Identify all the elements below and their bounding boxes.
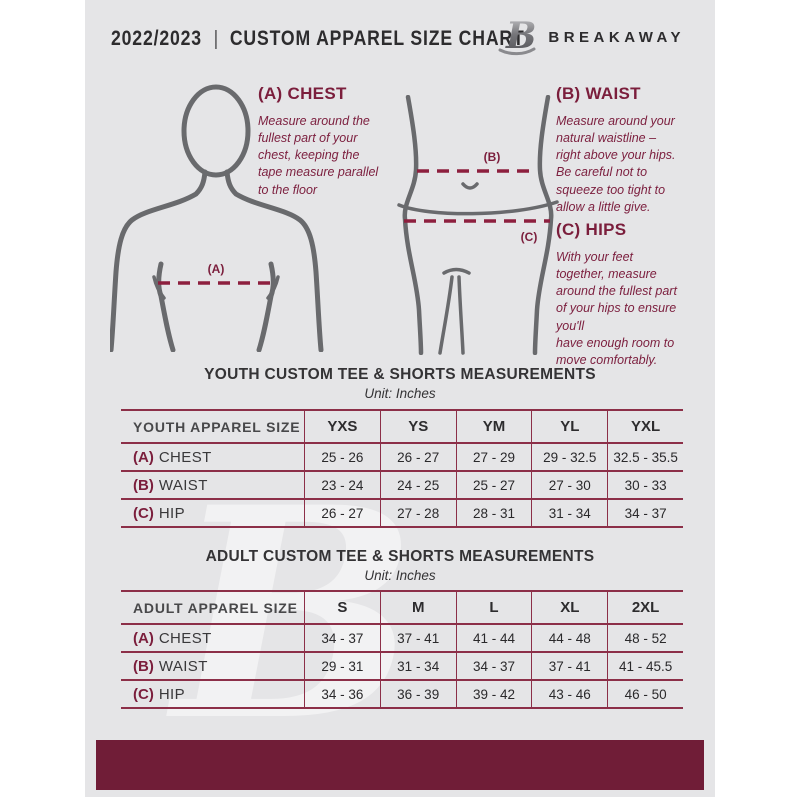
measurement-cell: 39 - 42 bbox=[455, 681, 532, 707]
measurement-cell: 28 - 31 bbox=[455, 500, 532, 526]
table-row-waist: (B) WAIST 29 - 31 31 - 34 34 - 37 37 - 4… bbox=[121, 653, 683, 681]
size-header-l: L bbox=[455, 592, 532, 623]
measurement-cell: 37 - 41 bbox=[379, 625, 456, 651]
row-label: (A) CHEST bbox=[133, 448, 212, 466]
measurement-cell: 34 - 37 bbox=[455, 653, 532, 679]
size-header-m: M bbox=[379, 592, 456, 623]
lower-torso-figure: (B) (C) bbox=[397, 95, 559, 355]
youth-size-table: YOUTH APPAREL SIZE YXS YS YM YL YXL (A) … bbox=[121, 409, 683, 528]
row-label: (A) CHEST bbox=[133, 629, 212, 647]
row-label: (B) WAIST bbox=[133, 657, 208, 675]
table-row-chest: (A) CHEST 25 - 26 26 - 27 27 - 29 29 - 3… bbox=[121, 444, 683, 472]
table-row-hip: (C) HIP 34 - 36 36 - 39 39 - 42 43 - 46 … bbox=[121, 681, 683, 709]
measurement-cell: 31 - 34 bbox=[379, 653, 456, 679]
hips-guide-text: With your feet together, measure around … bbox=[556, 250, 677, 367]
row-label: (B) WAIST bbox=[133, 476, 208, 494]
table-row-waist: (B) WAIST 23 - 24 24 - 25 25 - 27 27 - 3… bbox=[121, 472, 683, 500]
measurement-cell: 43 - 46 bbox=[531, 681, 607, 707]
youth-size-column-header: YOUTH APPAREL SIZE bbox=[133, 418, 301, 435]
size-header-ym: YM bbox=[455, 411, 532, 442]
measurement-cell: 31 - 34 bbox=[531, 500, 607, 526]
measurement-cell: 46 - 50 bbox=[607, 681, 683, 707]
figure-label-chest: (A) bbox=[208, 262, 225, 276]
row-label: (C) HIP bbox=[133, 504, 186, 522]
measurement-cell: 34 - 36 bbox=[304, 681, 380, 707]
figure-label-hips: (C) bbox=[521, 230, 538, 244]
masthead: 2022/2023 | CUSTOM APPAREL SIZE CHART bbox=[111, 27, 525, 51]
table-row-chest: (A) CHEST 34 - 37 37 - 41 41 - 44 44 - 4… bbox=[121, 625, 683, 653]
measurement-cell: 23 - 24 bbox=[304, 472, 380, 498]
size-header-xl: XL bbox=[531, 592, 607, 623]
size-header-ys: YS bbox=[379, 411, 456, 442]
measurement-cell: 29 - 32.5 bbox=[531, 444, 607, 470]
measurement-cell: 34 - 37 bbox=[607, 500, 683, 526]
measurement-cell: 37 - 41 bbox=[531, 653, 607, 679]
figure-head bbox=[181, 84, 251, 178]
measurement-cell: 32.5 - 35.5 bbox=[607, 444, 683, 470]
youth-table-title: YOUTH CUSTOM TEE & SHORTS MEASUREMENTS bbox=[204, 366, 596, 383]
hips-guide-heading: (C) HIPS bbox=[556, 220, 627, 239]
measurement-cell: 27 - 28 bbox=[379, 500, 456, 526]
adult-table-unit: Unit: Inches bbox=[364, 568, 436, 583]
figure-navel bbox=[461, 182, 479, 190]
masthead-separator: | bbox=[213, 27, 219, 50]
brand-name: BREAKAWAY bbox=[548, 28, 685, 46]
measurement-cell: 29 - 31 bbox=[304, 653, 380, 679]
upper-torso-figure: (A) bbox=[110, 84, 324, 352]
chest-guide-section: (A) CHEST Measure around the fullest par… bbox=[258, 84, 443, 199]
measurement-cell: 25 - 26 bbox=[304, 444, 380, 470]
measurement-cell: 26 - 27 bbox=[379, 444, 456, 470]
brand-watermark-letter: B bbox=[173, 445, 419, 785]
hips-guide-section: (C) HIPS With your feet together, measur… bbox=[556, 220, 715, 369]
breakaway-b-logo-icon: B bbox=[498, 15, 537, 57]
measurement-cell: 41 - 45.5 bbox=[607, 653, 683, 679]
row-label: (C) HIP bbox=[133, 685, 186, 703]
adult-size-table: ADULT APPAREL SIZE S M L XL 2XL (A) CHES… bbox=[121, 590, 683, 709]
measurement-cell: 34 - 37 bbox=[304, 625, 380, 651]
measurement-cell: 36 - 39 bbox=[379, 681, 456, 707]
measurement-cell: 48 - 52 bbox=[607, 625, 683, 651]
table-header-row: ADULT APPAREL SIZE S M L XL 2XL bbox=[121, 592, 683, 625]
chest-guide-text: Measure around the fullest part of your … bbox=[258, 114, 379, 197]
table-header-row: YOUTH APPAREL SIZE YXS YS YM YL YXL bbox=[121, 411, 683, 444]
measurement-cell: 26 - 27 bbox=[304, 500, 380, 526]
size-header-yxl: YXL bbox=[607, 411, 683, 442]
youth-table-unit: Unit: Inches bbox=[364, 386, 436, 401]
brand-logo-group: B BREAKAWAY bbox=[498, 14, 685, 60]
waist-guide-heading: (B) WAIST bbox=[556, 84, 641, 103]
season-year: 2022/2023 bbox=[111, 27, 202, 50]
size-header-yl: YL bbox=[531, 411, 607, 442]
measurement-cell: 25 - 27 bbox=[455, 472, 532, 498]
adult-size-column-header: ADULT APPAREL SIZE bbox=[133, 599, 298, 616]
measurement-cell: 41 - 44 bbox=[455, 625, 532, 651]
table-row-hip: (C) HIP 26 - 27 27 - 28 28 - 31 31 - 34 … bbox=[121, 500, 683, 528]
adult-table-title: ADULT CUSTOM TEE & SHORTS MEASUREMENTS bbox=[205, 548, 595, 565]
size-header-2xl: 2XL bbox=[607, 592, 683, 623]
size-chart-page: B 2022/2023 | CUSTOM APPAREL SIZE CHART … bbox=[85, 0, 715, 797]
size-header-s: S bbox=[304, 592, 380, 623]
waist-guide-text: Measure around your natural waistline – … bbox=[556, 114, 676, 214]
measurement-cell: 30 - 33 bbox=[607, 472, 683, 498]
footer-accent-bar bbox=[96, 740, 704, 790]
page-title: CUSTOM APPAREL SIZE CHART bbox=[229, 27, 525, 50]
measurement-cell: 44 - 48 bbox=[531, 625, 607, 651]
chest-guide-heading: (A) CHEST bbox=[258, 84, 347, 103]
measurement-cell: 27 - 29 bbox=[455, 444, 532, 470]
size-header-yxs: YXS bbox=[304, 411, 380, 442]
measurement-cell: 27 - 30 bbox=[531, 472, 607, 498]
waist-guide-section: (B) WAIST Measure around your natural wa… bbox=[556, 84, 715, 216]
figure-label-waist: (B) bbox=[484, 150, 501, 164]
measurement-cell: 24 - 25 bbox=[379, 472, 456, 498]
